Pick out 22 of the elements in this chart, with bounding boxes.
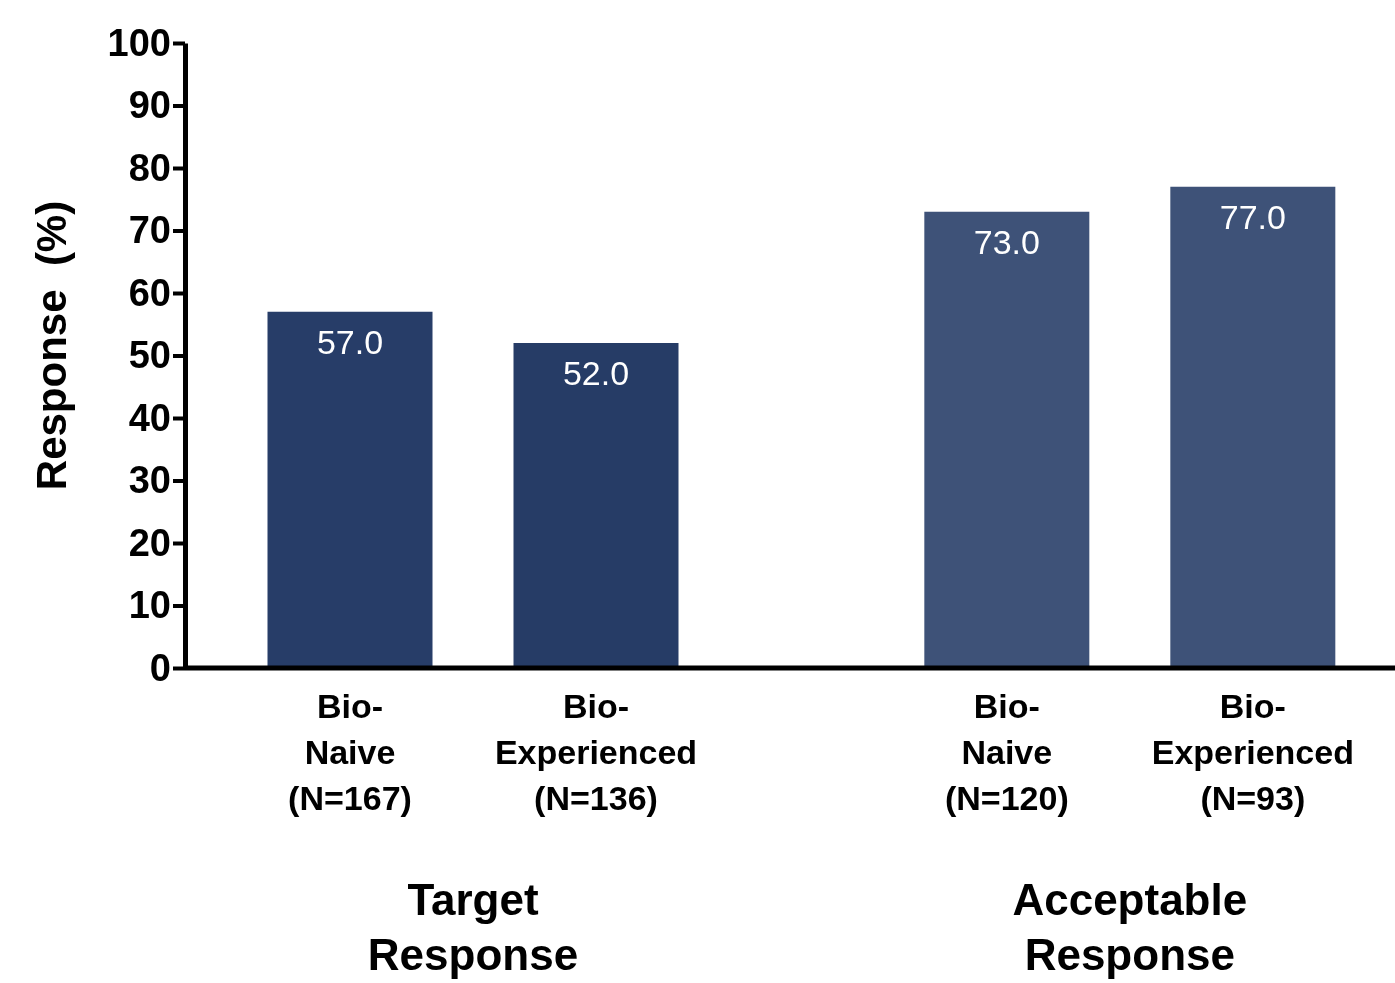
text: Target Response (367, 875, 579, 979)
y-tick-label: 70 (128, 209, 171, 252)
y-tick-label: 80 (128, 146, 171, 189)
y-axis-title: Response (%) (28, 200, 75, 491)
y-tick-label: 10 (128, 584, 171, 627)
data-label: 57.0 (316, 322, 384, 361)
data-label: 73.0 (973, 222, 1040, 261)
x-tick-label: Bio-Naive (N=167) (288, 687, 412, 817)
data-label: 77.0 (1219, 197, 1286, 236)
text: Acceptable Response (1012, 875, 1248, 979)
y-tick-label: 40 (128, 396, 171, 439)
data-label: 52.0 (562, 354, 630, 392)
y-tick-label: 20 (128, 521, 171, 564)
y-tick-label: 90 (128, 84, 171, 127)
x-tick-label: Bio-Experienced (N=136) (494, 687, 698, 817)
x-tick-label: Bio-Experienced (N=93) (1151, 687, 1354, 817)
y-tick-label: 60 (128, 271, 171, 314)
y-tick-label: 0 (149, 646, 171, 689)
y-tick-label: 30 (128, 459, 171, 502)
y-tick-label: 50 (128, 334, 171, 377)
x-tick-label: Bio-Naive (N=120) (944, 687, 1069, 817)
y-tick-label: 100 (107, 21, 171, 64)
